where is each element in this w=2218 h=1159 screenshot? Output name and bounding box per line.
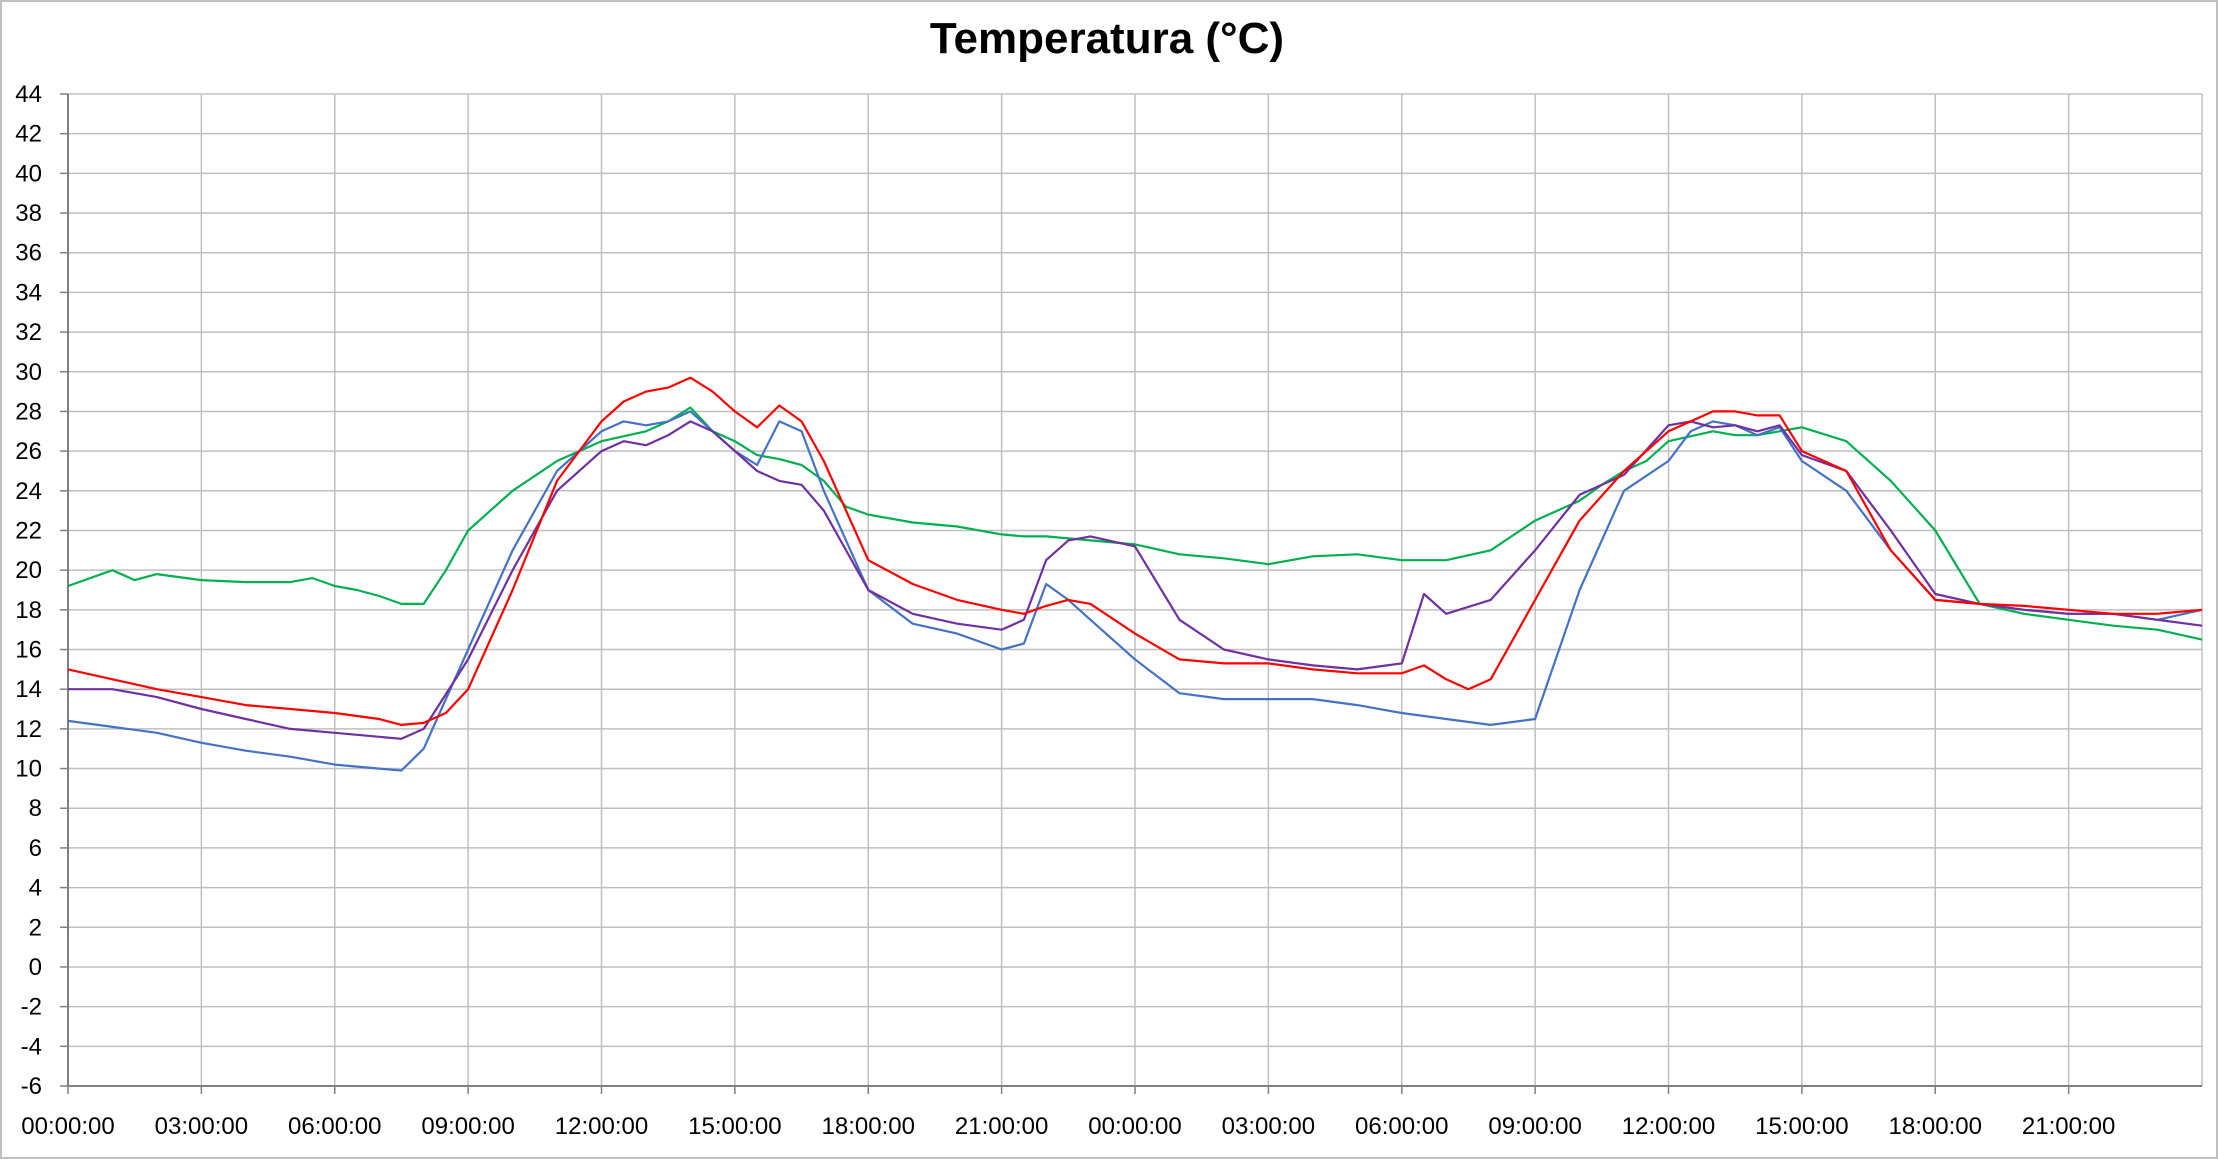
y-tick-label: -6 [21,1073,42,1100]
x-tick-label: 03:00:00 [155,1113,248,1140]
x-tick-label: 06:00:00 [1355,1113,1448,1140]
series-line-3 [68,420,2203,740]
x-tick-label: 18:00:00 [822,1113,915,1140]
y-tick-label: 14 [15,676,42,703]
y-tick-label: 6 [29,835,42,862]
y-tick-label: 10 [15,756,42,783]
x-tick-label: 03:00:00 [1222,1113,1315,1140]
x-tick-label: 12:00:00 [1622,1113,1715,1140]
x-tick-label: 21:00:00 [955,1113,1048,1140]
y-tick-label: 42 [15,121,42,148]
x-tick-label: 12:00:00 [555,1113,648,1140]
y-tick-label: 26 [15,438,42,465]
x-tick-label: 09:00:00 [1488,1113,1581,1140]
y-tick-label: 0 [29,954,42,981]
x-tick-label: 21:00:00 [2022,1113,2115,1140]
y-tick-label: 12 [15,716,42,743]
y-tick-label: 8 [29,795,42,822]
y-tick-label: -4 [21,1033,42,1060]
y-tick-label: 40 [15,160,42,187]
x-tick-label: 18:00:00 [1889,1113,1982,1140]
series-line-1 [67,406,2203,641]
y-tick-label: 44 [15,81,42,108]
series-line-2 [67,410,2203,772]
chart-title: Temperatura (°C) [929,14,1285,63]
y-tick-label: 30 [15,359,42,386]
x-tick-label: 15:00:00 [688,1113,781,1140]
x-tick-label: 00:00:00 [1088,1113,1181,1140]
x-tick-label: 09:00:00 [421,1113,514,1140]
series-line-4 [67,376,2203,727]
y-tick-label: 4 [29,875,42,902]
y-tick-label: 38 [15,200,42,227]
y-tick-label: 32 [15,319,42,346]
y-tick-label: 2 [29,914,42,941]
y-tick-label: 22 [15,517,42,544]
y-tick-label: -2 [21,994,42,1021]
y-tick-label: 20 [15,557,42,584]
y-tick-label: 28 [15,398,42,425]
y-tick-label: 24 [15,478,42,505]
y-tick-label: 18 [15,597,42,624]
y-tick-label: 34 [15,279,42,306]
x-tick-label: 00:00:00 [21,1113,114,1140]
y-tick-label: 16 [15,637,42,664]
x-tick-label: 15:00:00 [1755,1113,1848,1140]
y-tick-label: 36 [15,240,42,267]
x-tick-label: 06:00:00 [288,1113,381,1140]
